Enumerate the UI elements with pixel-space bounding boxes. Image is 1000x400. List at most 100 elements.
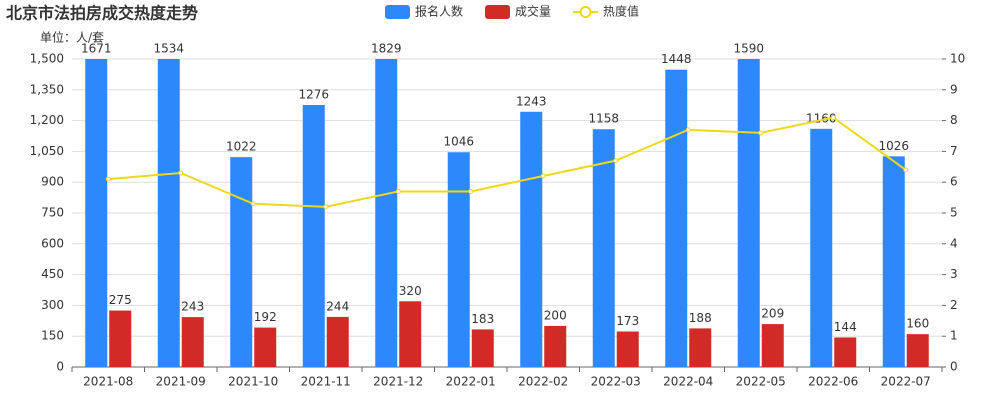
line-point [395,188,401,194]
y2-tick-label: 2 [950,298,958,312]
bar-label: 1276 [298,87,329,101]
y2-tick-label: 1 [950,329,958,343]
line-point [685,127,691,133]
bar-label: 1448 [661,52,692,66]
line-point [613,158,619,164]
bar [230,157,253,367]
bar-label: 188 [689,311,712,325]
bar [810,128,833,367]
bar-label: 144 [834,320,857,334]
line-point [323,204,329,210]
x-tick-label: 2022-06 [808,375,858,389]
x-tick-label: 2021-10 [228,375,278,389]
bar [85,59,108,367]
bar-label: 1046 [443,135,474,149]
x-tick-label: 2021-11 [301,375,351,389]
chart-title: 北京市法拍房成交热度走势 [6,4,198,23]
x-tick-label: 2021-09 [156,375,206,389]
bar-label: 200 [544,308,567,322]
bar-label: 173 [616,314,639,328]
y2-tick-label: 4 [950,236,958,250]
bar-label: 1243 [516,94,547,108]
y-tick-label: 150 [41,329,64,343]
y-tick-label: 1,200 [30,113,64,127]
bar-label: 243 [181,300,204,314]
y2-tick-label: 3 [950,267,958,281]
y2-tick-label: 8 [950,113,958,127]
x-tick-label: 2021-08 [83,375,133,389]
legend-swatch [485,5,511,19]
x-tick-label: 2022-04 [663,375,713,389]
y-tick-label: 1,500 [30,52,64,66]
unit-label: 单位：人/套 [40,30,104,45]
bar [109,310,132,367]
y2-tick-label: 10 [950,52,965,66]
bar-label: 275 [109,293,132,307]
y-tick-label: 900 [41,175,64,189]
y2-tick-label: 0 [950,360,958,374]
bar [906,334,929,367]
bar [737,59,760,368]
legend-label: 热度值 [603,4,639,19]
x-tick-label: 2022-01 [446,375,496,389]
bar [761,324,784,367]
line-point [540,173,546,179]
x-tick-label: 2022-03 [591,375,641,389]
bar-label: 1026 [878,139,909,153]
y-tick-label: 300 [41,298,64,312]
bar [616,331,639,367]
line-point [830,115,836,121]
bar [326,316,349,367]
x-tick-label: 2022-07 [881,375,931,389]
line-point [903,167,909,173]
legend-label: 成交量 [515,4,551,19]
bar-label: 320 [399,284,422,298]
y2-tick-label: 6 [950,175,958,189]
bar [447,152,470,367]
bar-label: 1158 [588,112,619,126]
legend-swatch [579,6,592,18]
x-tick-label: 2021-12 [373,375,423,389]
bar-label: 183 [471,312,494,326]
y-tick-label: 1,050 [30,144,64,158]
bar-label: 244 [326,299,349,313]
y-tick-label: 750 [41,206,64,220]
bar-label: 1829 [371,42,402,56]
line-point [758,130,764,136]
bar [399,301,422,367]
bar-label: 192 [254,310,277,324]
bar-label: 209 [761,307,784,321]
y2-tick-label: 9 [950,82,958,96]
bar [254,327,277,367]
bar [375,59,398,367]
bar-label: 160 [906,317,929,331]
bar [181,317,204,367]
line [108,116,907,208]
legend-swatch [385,5,410,19]
line-point [468,188,474,194]
x-tick-label: 2022-02 [518,375,568,389]
bar [302,104,325,368]
y-tick-label: 1,350 [30,82,64,96]
x-tick-label: 2022-05 [736,375,786,389]
bar [471,329,494,367]
legend: 报名人数 成交量 热度值 [385,4,639,19]
bar-label: 1534 [153,42,184,56]
bar [689,328,712,367]
bar-label: 1590 [733,42,764,56]
y-tick-label: 600 [41,236,64,250]
bar [834,337,857,367]
bar [157,59,180,367]
legend-label: 报名人数 [415,4,463,19]
bar [665,69,688,367]
bar [520,111,543,368]
y2-tick-label: 5 [950,206,958,220]
bar-label: 1671 [81,42,112,56]
y-tick-label: 450 [41,267,64,281]
y-tick-label: 0 [56,360,64,374]
bar-label: 1022 [226,140,257,154]
line-point [178,170,184,176]
bar [592,129,615,367]
y2-tick-label: 7 [950,144,958,158]
